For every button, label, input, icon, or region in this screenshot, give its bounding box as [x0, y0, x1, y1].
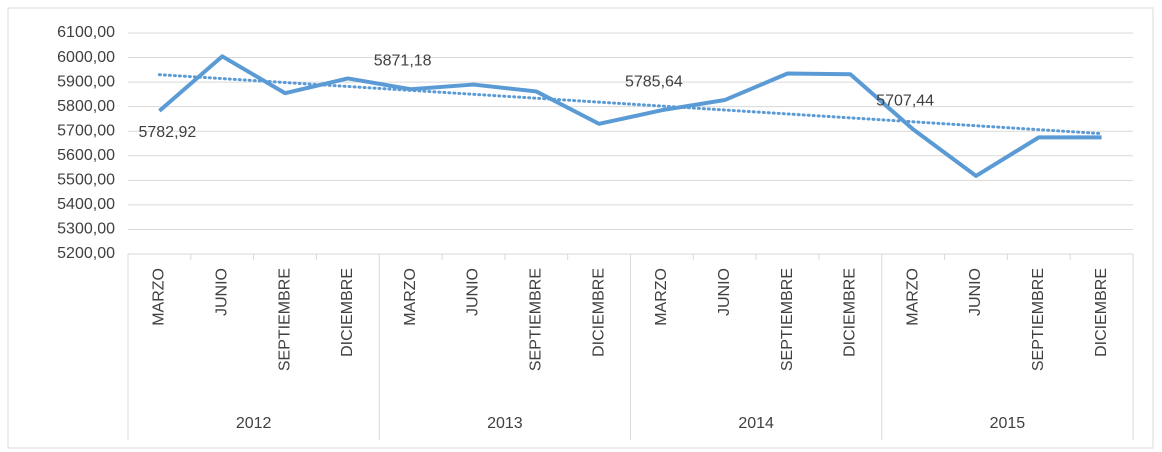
data-label: 5871,18	[374, 52, 432, 69]
group-label: 2015	[990, 415, 1026, 432]
x-tick-label: JUNIO	[716, 268, 733, 316]
x-tick-label: DICIEMBRE	[339, 268, 356, 357]
x-tick-label: JUNIO	[213, 268, 230, 316]
x-tick-label: MARZO	[402, 268, 419, 326]
x-tick-label: SEPTIEMBRE	[528, 268, 545, 371]
x-tick-label: MARZO	[653, 268, 670, 326]
x-tick-label: DICIEMBRE	[590, 268, 607, 357]
group-label: 2012	[236, 415, 272, 432]
y-tick-label: 5500,00	[57, 172, 115, 189]
x-tick-label: JUNIO	[465, 268, 482, 316]
data-label: 5707,44	[876, 93, 934, 110]
group-label: 2013	[487, 415, 523, 432]
y-tick-label: 6100,00	[57, 24, 115, 41]
y-tick-label: 5900,00	[57, 73, 115, 90]
y-tick-label: 5300,00	[57, 221, 115, 238]
data-label: 5785,64	[625, 73, 683, 90]
x-tick-label: DICIEMBRE	[1093, 268, 1110, 357]
group-label: 2014	[738, 415, 774, 432]
chart-border	[7, 7, 1154, 449]
y-tick-label: 5400,00	[57, 196, 115, 213]
x-tick-label: MARZO	[904, 268, 921, 326]
y-tick-label: 5800,00	[57, 98, 115, 115]
x-tick-label: JUNIO	[967, 268, 984, 316]
y-tick-label: 5600,00	[57, 147, 115, 164]
y-tick-label: 6000,00	[57, 49, 115, 66]
y-tick-label: 5700,00	[57, 122, 115, 139]
x-tick-label: SEPTIEMBRE	[276, 268, 293, 371]
x-tick-label: MARZO	[151, 268, 168, 326]
data-line	[158, 54, 1102, 178]
y-tick-label: 5200,00	[57, 245, 115, 262]
x-tick-label: DICIEMBRE	[842, 268, 859, 357]
x-tick-label: SEPTIEMBRE	[1030, 268, 1047, 371]
x-tick-label: SEPTIEMBRE	[779, 268, 796, 371]
data-label: 5782,92	[138, 124, 196, 141]
